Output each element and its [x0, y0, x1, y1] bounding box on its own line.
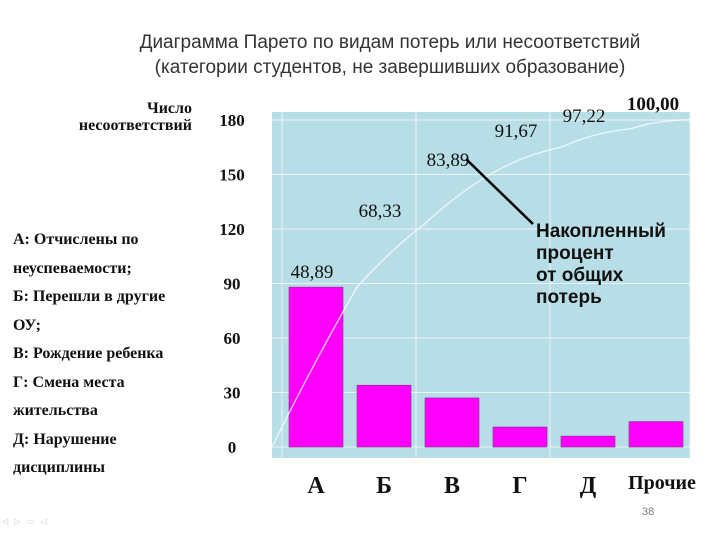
y-tick-label: 150 — [219, 166, 245, 185]
cumulative-percent-label: 97,22 — [563, 106, 606, 127]
legend-line: Б: Перешли в другие — [13, 288, 166, 305]
annotation-line: от общих — [536, 265, 624, 286]
x-tick-label: Б — [376, 473, 392, 499]
cumulative-percent-label: 91,67 — [495, 121, 538, 142]
bar — [628, 421, 684, 448]
y-tick-label: 30 — [224, 384, 241, 403]
annotation-line: потерь — [536, 287, 602, 308]
bar — [356, 384, 412, 448]
y-tick-label: 90 — [224, 275, 241, 294]
y-axis-title-line-1: Число — [146, 100, 192, 117]
legend-line: Г: Смена места — [13, 373, 125, 391]
y-tick-label: 180 — [219, 111, 245, 130]
bar — [492, 426, 548, 448]
x-tick-label: Д — [580, 473, 597, 499]
legend-line: жительства — [13, 402, 98, 419]
x-tick-label: Г — [512, 473, 527, 499]
legend-line: неуспеваемости; — [13, 259, 132, 277]
slide-title: Диаграмма Парето по видам потерь или нес… — [0, 30, 720, 80]
title-line-1: Диаграмма Парето по видам потерь или нес… — [139, 32, 641, 53]
category-legend: А: Отчислены по неуспеваемости; Б: Переш… — [13, 226, 218, 483]
cumulative-percent-label: 100,00 — [627, 94, 679, 115]
legend-line: В: Рождение ребенка — [13, 345, 164, 362]
y-tick-label: 0 — [228, 438, 237, 457]
x-tick-label: В — [444, 473, 460, 499]
title-line-2: (категории студентов, не завершивших обр… — [154, 57, 626, 78]
annotation-leader-line — [465, 158, 534, 225]
y-axis-title-line-2: несоответствий — [78, 117, 192, 134]
y-tick-label: 120 — [219, 220, 245, 239]
x-tick-label: А — [307, 473, 325, 499]
annotation-line: Накопленный — [536, 221, 666, 242]
y-tick-label: 60 — [224, 329, 241, 348]
legend-line: Д: Нарушение — [13, 430, 117, 448]
cumulative-line — [271, 119, 698, 448]
bar — [424, 397, 480, 448]
page-number: 38 — [642, 506, 655, 518]
slide-nav-icons[interactable]: ◁ ▷ ▭ ◁ — [2, 517, 49, 526]
cumulative-percent-label: 83,89 — [427, 150, 470, 171]
bar — [560, 435, 616, 448]
cumulative-percent-label: 68,33 — [359, 201, 402, 222]
x-tick-label: Прочие — [628, 472, 696, 494]
y-axis-title: Число несоответствий — [40, 100, 192, 134]
bar — [288, 286, 344, 448]
cumulative-percent-label: 48,89 — [291, 262, 334, 283]
legend-line: дисциплины — [13, 459, 105, 476]
annotation-line: процент — [536, 243, 614, 264]
legend-line: ОУ; — [13, 316, 42, 334]
legend-line: А: Отчислены по — [13, 231, 139, 248]
